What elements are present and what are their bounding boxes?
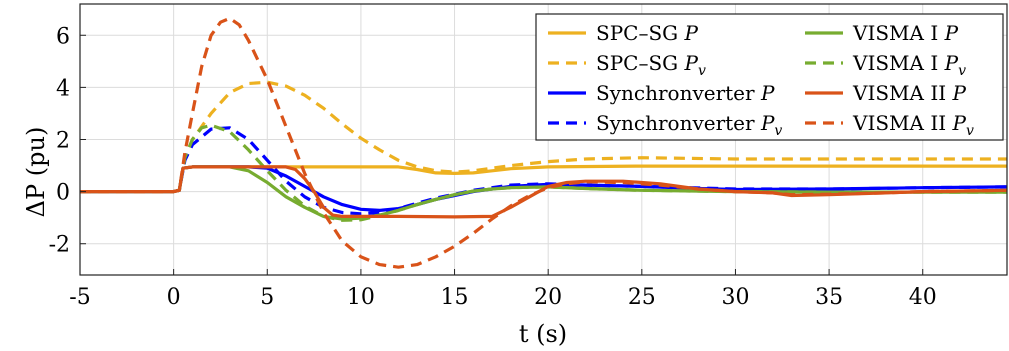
legend-entry: Synchronverter P: [596, 81, 775, 105]
legend-entry: Synchronverter Pv: [596, 111, 782, 139]
x-tick-label: 0: [167, 285, 181, 310]
x-tick-label: -5: [69, 285, 90, 310]
series-line-synchronverter-pv: [80, 126, 1007, 216]
y-tick-label: 6: [56, 24, 70, 49]
legend-entry: VISMA II Pv: [852, 111, 974, 139]
legend-entry: VISMA II P: [852, 81, 966, 105]
series-line-visma-ii-pv: [80, 16, 1007, 269]
x-tick-label: 10: [347, 285, 375, 310]
y-tick-label: 2: [56, 129, 70, 154]
legend-entry: SPC–SG P: [596, 21, 699, 45]
x-tick-label: 30: [721, 285, 749, 310]
series-line-spc-sg-pv: [80, 80, 1007, 194]
series-line-visma-i-pv: [80, 123, 1007, 222]
x-tick-label: 25: [628, 285, 656, 310]
y-tick-label: 4: [56, 76, 70, 101]
legend-box: [535, 13, 1004, 141]
x-tick-label: 20: [534, 285, 562, 310]
x-axis-label: t (s): [519, 320, 567, 348]
x-tick-label: 40: [909, 285, 937, 310]
x-tick-label: 15: [441, 285, 469, 310]
y-axis-label: ΔP (pu): [22, 127, 50, 218]
y-tick-label: -2: [49, 233, 70, 258]
x-tick-label: 5: [260, 285, 274, 310]
legend-entry: VISMA I Pv: [852, 51, 966, 79]
ticks: -5 0 5 10 15 20 25 30 35 40 -2 0 2 4 6: [49, 24, 937, 310]
legend-entry: SPC–SG Pv: [596, 51, 706, 79]
y-tick-label: 0: [56, 181, 70, 206]
x-tick-label: 35: [815, 285, 843, 310]
series-group: [80, 16, 1007, 269]
legend-entry: VISMA I P: [852, 21, 959, 45]
